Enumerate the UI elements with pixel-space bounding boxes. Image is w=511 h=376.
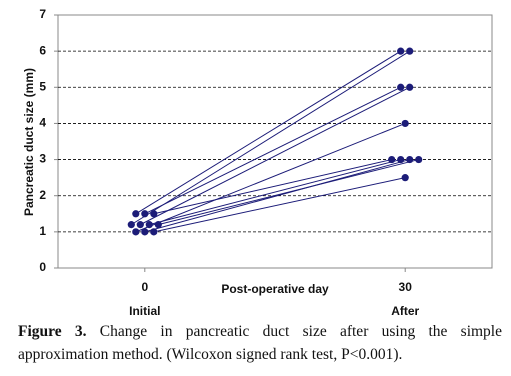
y-tick-label: 4 (39, 116, 46, 130)
point (136, 221, 144, 229)
y-tick-label: 3 (39, 152, 46, 166)
pair-line (140, 86, 410, 226)
x-sublabel: After (391, 304, 419, 318)
pair-line (135, 122, 406, 233)
y-tick-label: 0 (39, 260, 46, 274)
pair-line (144, 86, 401, 215)
y-tick-label: 5 (39, 79, 46, 93)
pair-line (158, 159, 419, 226)
y-tick-label: 7 (39, 7, 46, 21)
point (397, 47, 405, 55)
point (388, 155, 396, 164)
x-sublabel: Initial (129, 304, 160, 318)
pair-line (153, 177, 406, 233)
x-tick-label: 30 (399, 280, 413, 294)
pair-line (135, 50, 401, 215)
pair-line (131, 50, 410, 226)
caption: Figure 3. Change in pancreatic duct size… (18, 320, 502, 366)
caption-label: Figure 3. (18, 323, 87, 340)
point (132, 228, 140, 236)
point (145, 221, 153, 229)
point (141, 228, 149, 236)
point (397, 155, 405, 164)
pair-line (149, 159, 401, 226)
y-tick-label: 1 (39, 224, 46, 238)
point (406, 155, 414, 164)
x-axis-label: Post-operative day (221, 282, 329, 296)
pair-line (144, 159, 410, 233)
point (406, 47, 414, 55)
point (154, 221, 162, 229)
caption-text: Change in pancreatic duct size after usi… (18, 323, 502, 363)
pair-line (153, 159, 392, 215)
point (150, 228, 158, 236)
point (127, 221, 135, 229)
plot-area (57, 14, 493, 269)
y-tick-label: 2 (39, 188, 46, 202)
y-tick-label: 6 (39, 43, 46, 57)
chart: Pancreatic duct size (mm) Post-operative… (22, 7, 493, 318)
point (415, 155, 423, 164)
y-axis-label: Pancreatic duct size (mm) (22, 68, 36, 216)
x-tick-label: 0 (141, 280, 148, 294)
point (150, 210, 158, 218)
point (401, 174, 409, 182)
point (397, 83, 405, 91)
point (132, 210, 140, 218)
point (406, 83, 414, 91)
point (141, 210, 149, 218)
point (401, 119, 409, 128)
